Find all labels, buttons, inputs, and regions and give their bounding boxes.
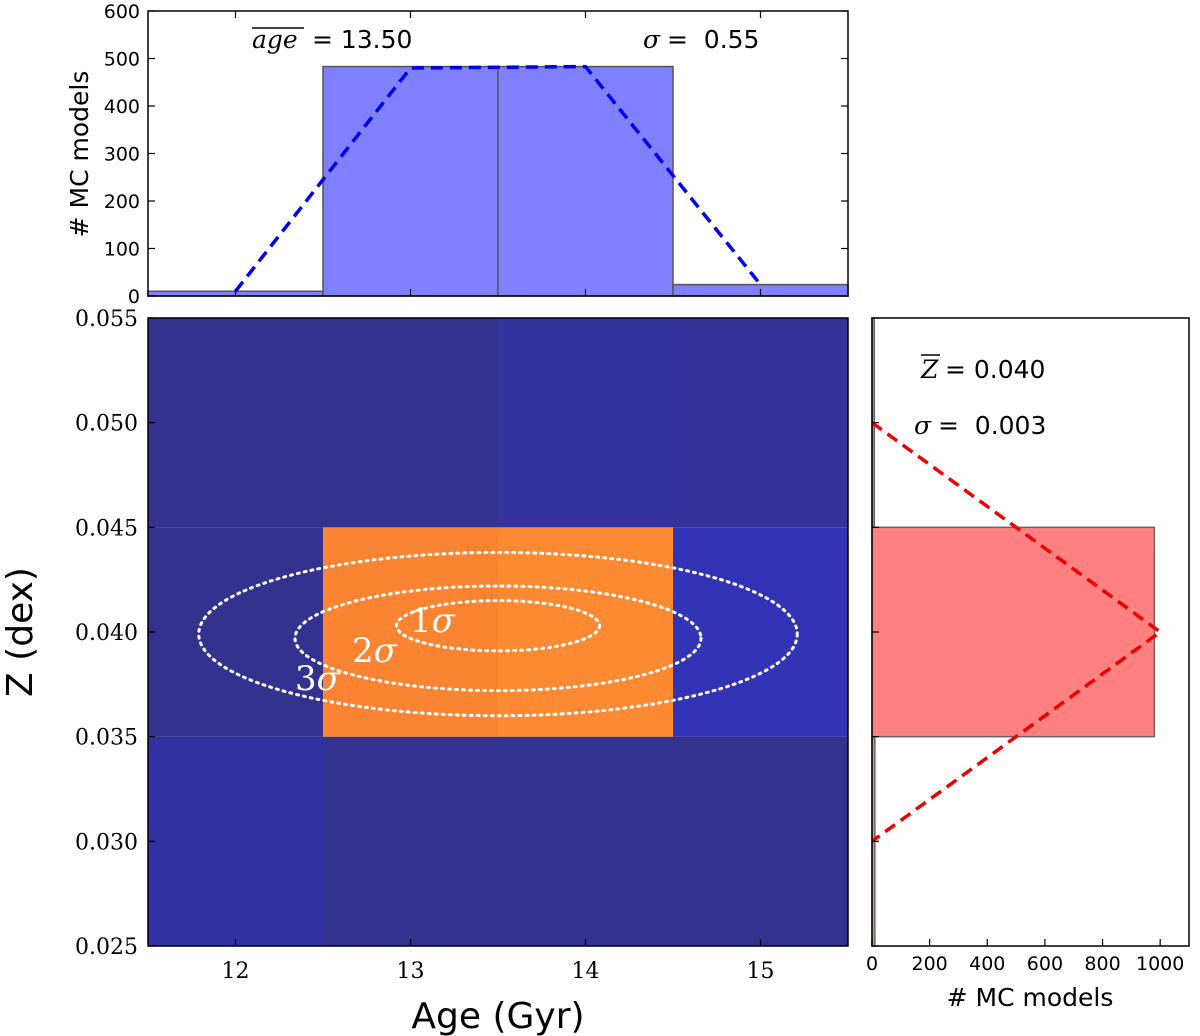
metallicity-mean-value: = 0.040 bbox=[937, 355, 1045, 384]
metallicity-sigma-annotation: σ = 0.003 bbox=[914, 411, 1046, 440]
age-xtick-label: 12 bbox=[222, 959, 250, 984]
metallicity-mean-symbol: Z bbox=[920, 355, 939, 384]
age-histogram-y-axis-label: # MC models bbox=[65, 71, 94, 238]
age-mean-symbol: age bbox=[252, 25, 298, 54]
z-ytick-label: 0.030 bbox=[75, 830, 138, 855]
age-hist-ytick-label: 500 bbox=[104, 49, 140, 71]
mc-xtick-label: 600 bbox=[1027, 953, 1063, 975]
heatmap-cell-4 bbox=[148, 527, 323, 737]
age-sigma-annotation: σ = 0.55 bbox=[643, 25, 759, 54]
heatmap-cell-2 bbox=[498, 736, 673, 946]
contour-3-sigma bbox=[197, 550, 799, 718]
mc-xtick-label: 800 bbox=[1084, 953, 1120, 975]
sigma-contour-labels: 1σ 2σ 3σ bbox=[295, 601, 456, 699]
heatmap-cell-8 bbox=[148, 318, 323, 528]
age-hist-ytick-label: 100 bbox=[104, 239, 140, 261]
age-sigma-value: = 0.55 bbox=[659, 25, 759, 54]
mc-xtick-label: 1000 bbox=[1136, 953, 1184, 975]
metallicity-sigma-value: = 0.003 bbox=[930, 411, 1046, 440]
age-histogram-panel: 0 100 200 300 400 500 600 # MC models age = 13… bbox=[65, 1, 849, 308]
heatmap-cell-3 bbox=[673, 736, 848, 946]
sigma-contours bbox=[197, 550, 799, 718]
age-bar-2 bbox=[497, 65, 674, 297]
age-hist-ytick-label: 300 bbox=[104, 144, 140, 166]
age-hist-ytick-label: 200 bbox=[104, 191, 140, 213]
metallicity-fit-line bbox=[870, 421, 1164, 843]
age-histogram-bars bbox=[147, 65, 849, 297]
z-ytick-label: 0.055 bbox=[75, 307, 138, 332]
age-x-axis-label: Age (Gyr) bbox=[411, 996, 584, 1036]
mc-xtick-label: 0 bbox=[866, 953, 878, 975]
age-xtick-label: 15 bbox=[747, 959, 775, 984]
z-ytick-label: 0.050 bbox=[75, 412, 138, 437]
z-ytick-label: 0.045 bbox=[75, 516, 138, 541]
contour-label-2: 2σ bbox=[352, 631, 398, 671]
heatmap-cell-0 bbox=[148, 736, 323, 946]
age-hist-ytick-label: 600 bbox=[104, 1, 140, 23]
metallicity-histogram-x-ticks: 0 200 400 600 800 1000 bbox=[866, 317, 1184, 975]
heatmap-cell-7 bbox=[673, 527, 848, 737]
age-fit-line bbox=[234, 64, 762, 293]
age-x-ticks: 12 13 14 15 bbox=[222, 939, 775, 984]
contour-2-sigma bbox=[293, 584, 703, 693]
age-hist-ytick-label: 0 bbox=[128, 286, 140, 308]
z-ytick-label: 0.040 bbox=[75, 621, 138, 646]
mc-xtick-label: 200 bbox=[912, 953, 948, 975]
age-bar-1 bbox=[322, 65, 499, 297]
metallicity-histogram-bars bbox=[871, 317, 1156, 947]
metallicity-y-axis-label: Z (dex) bbox=[0, 567, 41, 697]
heatmap-cell-6 bbox=[498, 527, 673, 737]
heatmap-cells bbox=[148, 318, 848, 946]
heatmap-cell-11 bbox=[673, 318, 848, 528]
age-hist-ytick-label: 400 bbox=[104, 96, 140, 118]
metallicity-y-ticks: 0.025 0.030 0.035 0.040 0.045 0.050 0.055 bbox=[75, 307, 155, 960]
metallicity-bar-1 bbox=[871, 526, 1156, 738]
age-mean-value: = 13.50 bbox=[304, 25, 412, 54]
z-ytick-label: 0.025 bbox=[75, 935, 138, 960]
contour-label-1: 1σ bbox=[410, 601, 456, 641]
age-xtick-label: 14 bbox=[572, 959, 600, 984]
z-ytick-label: 0.035 bbox=[75, 726, 138, 751]
age-sigma-symbol: σ bbox=[643, 25, 661, 54]
heatmap-cell-10 bbox=[498, 318, 673, 528]
heatmap-cell-1 bbox=[323, 736, 498, 946]
age-histogram-y-ticks: 0 100 200 300 400 500 600 bbox=[104, 1, 848, 308]
contour-1-sigma bbox=[395, 599, 601, 653]
metallicity-histogram-x-axis-label: # MC models bbox=[947, 983, 1114, 1012]
age-mean-annotation: age = 13.50 bbox=[252, 25, 412, 54]
metallicity-histogram-panel: 0 200 400 600 800 1000 # MC models Z = 0.040 … bbox=[866, 317, 1190, 1012]
heatmap-cell-9 bbox=[323, 318, 498, 528]
metallicity-mean-annotation: Z = 0.040 bbox=[920, 354, 1045, 384]
age-xtick-label: 13 bbox=[397, 959, 425, 984]
mc-xtick-label: 400 bbox=[969, 953, 1005, 975]
metallicity-sigma-symbol: σ bbox=[914, 411, 932, 440]
age-metallicity-panel: 1σ 2σ 3σ 12 13 14 15 0.025 0.030 0.035 0.040 0.04… bbox=[0, 307, 849, 1036]
contour-label-3: 3σ bbox=[295, 659, 341, 699]
